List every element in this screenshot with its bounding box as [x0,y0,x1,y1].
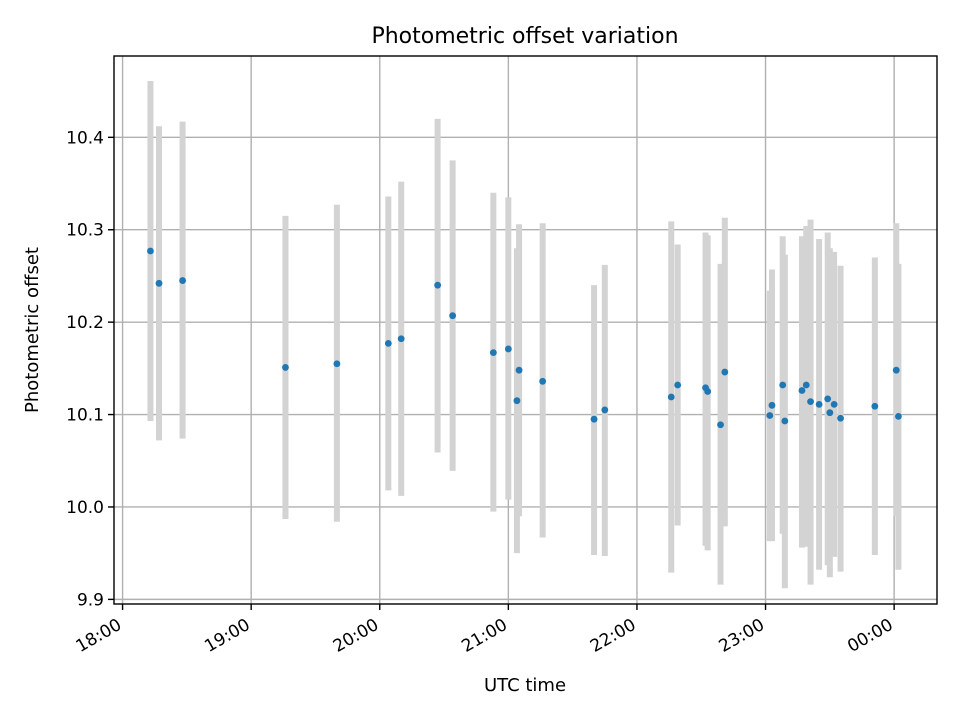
x-axis-label: UTC time [484,675,566,696]
x-tick-label: 20:00 [330,615,382,657]
data-point [147,247,154,255]
chart-title: Photometric offset variation [371,24,678,49]
x-tick-label: 19:00 [201,615,253,657]
x-tick-label: 18:00 [73,615,125,657]
y-tick-label: 10.1 [66,406,104,426]
data-point [766,412,774,419]
data-point [539,377,547,385]
data-point [397,335,405,343]
data-point [674,381,682,389]
y-tick-label: 10.2 [66,313,104,333]
data-point [798,387,806,394]
data-point [704,388,712,395]
data-point [826,409,834,417]
data-point [504,345,512,353]
x-tick-label: 00:00 [844,615,896,657]
data-point [717,421,724,429]
x-tick-label: 21:00 [458,615,510,657]
data-point [384,339,392,347]
data-point [601,406,609,414]
data-point [781,417,789,425]
data-point [282,364,289,371]
y-axis-label: Photometric offset [22,247,43,413]
y-tick-label: 10.0 [66,498,104,518]
data-point [449,312,457,320]
data-point [434,281,442,289]
x-axis: 18:00 19:00 20:00 21:00 22:00 23:00 00:00 [73,604,897,657]
data-point [892,366,900,374]
data-point [667,393,675,401]
grid [114,56,937,604]
y-tick-label: 9.9 [77,590,104,610]
data-point [513,397,521,405]
data-point [815,400,823,408]
data-point [768,401,776,409]
data-point [155,279,163,287]
data-point [515,366,523,374]
data-point [489,349,497,357]
data-point [779,381,787,389]
y-tick-label: 10.3 [66,221,104,241]
error-bars [147,80,902,589]
data-point [830,400,838,408]
y-tick-label: 10.4 [66,128,104,148]
data-point [179,277,186,284]
y-axis: 9.9 10.0 10.1 10.2 10.3 10.4 [66,128,114,610]
data-points [147,247,902,429]
data-point [895,413,902,420]
data-point [871,402,879,410]
x-tick-label: 23:00 [716,615,768,657]
data-point [837,414,844,422]
data-point [721,368,729,376]
data-point [802,381,810,389]
plot-frame [113,55,938,605]
data-point [807,398,814,406]
x-tick-label: 22:00 [587,615,639,657]
data-point [590,415,598,423]
data-point [824,395,832,403]
data-point [333,360,341,368]
